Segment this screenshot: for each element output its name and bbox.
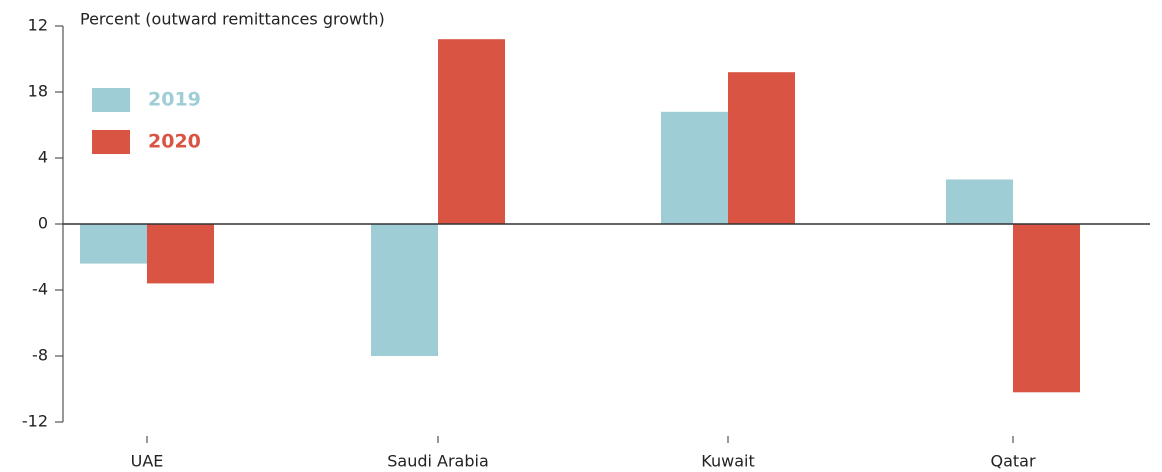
bar [1013, 224, 1080, 393]
y-axis-label: Percent (outward remittances growth) [80, 10, 385, 29]
bar [147, 224, 214, 284]
y-tick-label: 0 [38, 214, 48, 233]
bar [371, 224, 438, 356]
y-tick-label: -4 [32, 280, 48, 299]
bar [438, 39, 505, 225]
y-tick-label: 12 [28, 16, 48, 35]
bar [80, 224, 147, 264]
legend-label: 2019 [148, 89, 201, 111]
bar [661, 111, 728, 224]
legend-swatch [92, 88, 130, 112]
bar [946, 179, 1013, 224]
y-tick-label: 4 [38, 148, 48, 167]
y-tick-label: -12 [22, 412, 48, 431]
legend-label: 2020 [148, 131, 201, 153]
legend-swatch [92, 130, 130, 154]
x-tick-label: Saudi Arabia [387, 452, 489, 471]
x-tick-label: Qatar [990, 452, 1035, 471]
y-tick-label: 18 [28, 82, 48, 101]
y-tick-label: -8 [32, 346, 48, 365]
bar [728, 72, 795, 224]
x-tick-label: Kuwait [701, 452, 754, 471]
x-tick-label: UAE [131, 452, 164, 471]
